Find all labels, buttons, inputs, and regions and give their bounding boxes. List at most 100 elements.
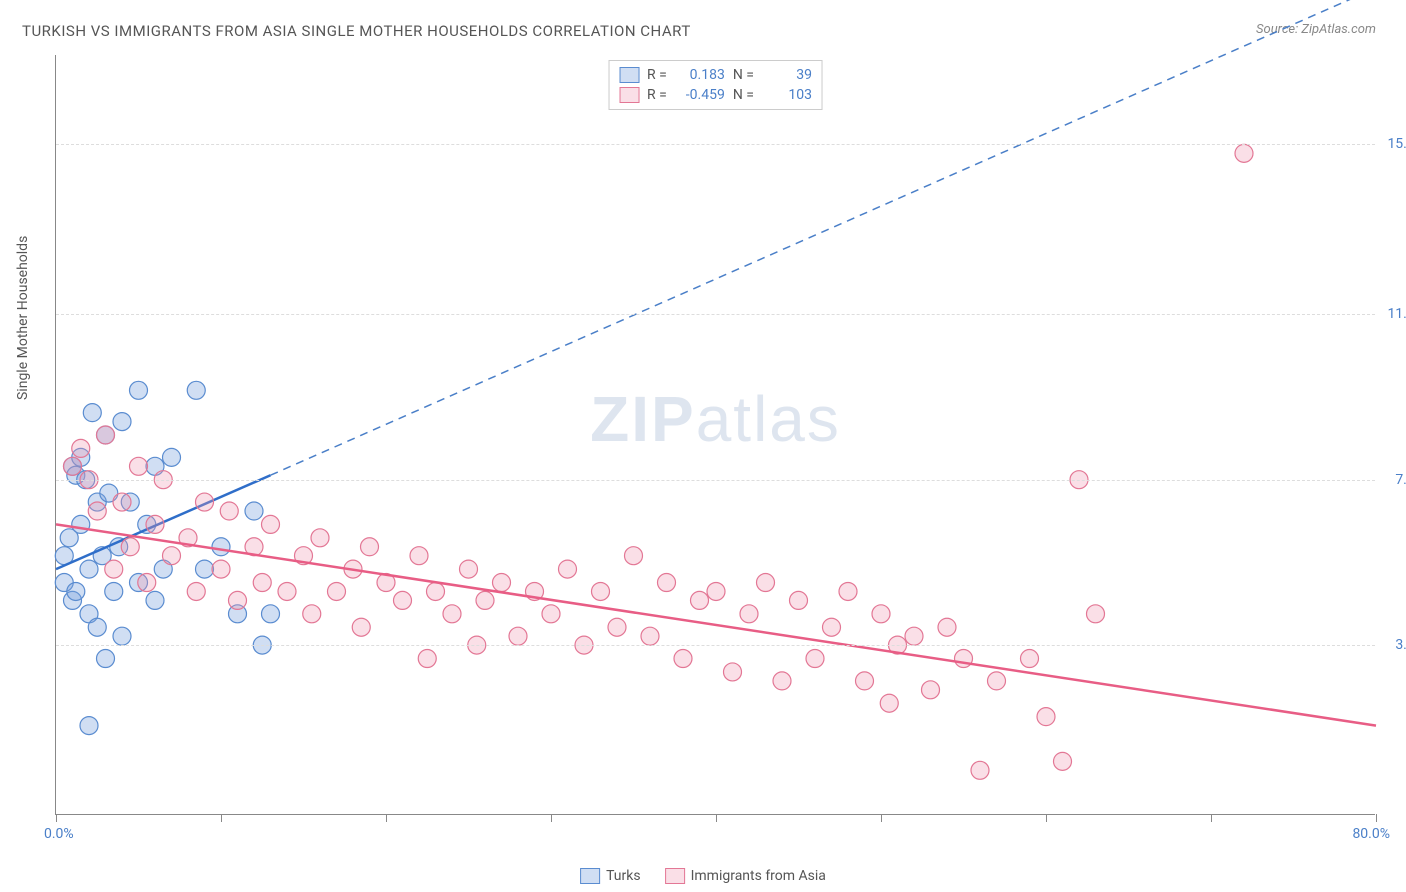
legend-item-asia: Immigrants from Asia: [665, 868, 826, 884]
data-point: [97, 650, 115, 668]
data-point: [64, 457, 82, 475]
data-point: [88, 502, 106, 520]
data-point: [592, 582, 610, 600]
trend-line-extrapolated: [271, 0, 1377, 475]
n-label: N =: [733, 87, 754, 103]
y-tick-label: 11.2%: [1387, 306, 1406, 322]
data-point: [724, 663, 742, 681]
data-point: [823, 618, 841, 636]
data-point: [67, 582, 85, 600]
data-point: [83, 404, 101, 422]
data-point: [105, 582, 123, 600]
data-point: [707, 582, 725, 600]
x-tick: [221, 814, 222, 822]
data-point: [658, 574, 676, 592]
x-tick: [1211, 814, 1212, 822]
x-tick: [56, 814, 57, 822]
data-point: [872, 605, 890, 623]
legend-label-asia: Immigrants from Asia: [691, 868, 826, 884]
chart-title: TURKISH VS IMMIGRANTS FROM ASIA SINGLE M…: [22, 22, 691, 40]
legend-row-turks: R = 0.183 N = 39: [619, 65, 812, 85]
data-point: [542, 605, 560, 623]
data-point: [262, 605, 280, 623]
data-point: [608, 618, 626, 636]
gridline: [56, 480, 1375, 481]
legend-item-turks: Turks: [580, 868, 641, 884]
gridline: [56, 645, 1375, 646]
data-point: [303, 605, 321, 623]
data-point: [262, 515, 280, 533]
data-point: [988, 672, 1006, 690]
data-point: [196, 493, 214, 511]
data-point: [278, 582, 296, 600]
x-axis-max-label: 80.0%: [1352, 826, 1390, 842]
data-point: [839, 582, 857, 600]
data-point: [625, 547, 643, 565]
data-point: [72, 515, 90, 533]
data-point: [460, 560, 478, 578]
data-point: [1087, 605, 1105, 623]
data-point: [229, 591, 247, 609]
chart-plot-area: R = 0.183 N = 39 R = -0.459 N = 103 ZIPa…: [55, 55, 1375, 815]
trend-line: [56, 524, 1376, 725]
x-tick: [1046, 814, 1047, 822]
data-point: [740, 605, 758, 623]
n-value-asia: 103: [762, 87, 812, 103]
gridline: [56, 314, 1375, 315]
data-point: [72, 439, 90, 457]
data-point: [146, 515, 164, 533]
data-point: [856, 672, 874, 690]
data-point: [427, 582, 445, 600]
data-point: [253, 574, 271, 592]
data-point: [922, 681, 940, 699]
data-point: [773, 672, 791, 690]
data-point: [187, 381, 205, 399]
y-tick-label: 15.0%: [1387, 136, 1406, 152]
x-tick: [716, 814, 717, 822]
data-point: [361, 538, 379, 556]
r-value-turks: 0.183: [675, 67, 725, 83]
data-point: [328, 582, 346, 600]
data-point: [1021, 650, 1039, 668]
series-legend: Turks Immigrants from Asia: [580, 868, 826, 884]
data-point: [130, 457, 148, 475]
data-point: [196, 560, 214, 578]
r-label: R =: [647, 67, 667, 83]
data-point: [1235, 144, 1253, 162]
x-tick: [1376, 814, 1377, 822]
data-point: [674, 650, 692, 668]
data-point: [212, 538, 230, 556]
data-point: [97, 426, 115, 444]
data-point: [220, 502, 238, 520]
data-point: [105, 560, 123, 578]
y-axis-label: Single Mother Households: [15, 236, 31, 400]
source-attribution: Source: ZipAtlas.com: [1256, 22, 1376, 37]
data-point: [80, 560, 98, 578]
legend-label-turks: Turks: [606, 868, 641, 884]
y-tick-label: 7.5%: [1395, 472, 1406, 488]
data-point: [641, 627, 659, 645]
legend-swatch-asia-bottom: [665, 868, 685, 884]
x-axis-min-label: 0.0%: [44, 826, 74, 842]
data-point: [130, 381, 148, 399]
data-point: [757, 574, 775, 592]
legend-row-asia: R = -0.459 N = 103: [619, 85, 812, 105]
data-point: [880, 694, 898, 712]
x-tick: [881, 814, 882, 822]
data-point: [212, 560, 230, 578]
data-point: [905, 627, 923, 645]
data-point: [1054, 752, 1072, 770]
x-tick: [386, 814, 387, 822]
correlation-legend: R = 0.183 N = 39 R = -0.459 N = 103: [608, 60, 823, 110]
data-point: [311, 529, 329, 547]
legend-swatch-turks: [619, 67, 639, 83]
data-point: [187, 582, 205, 600]
data-point: [443, 605, 461, 623]
data-point: [806, 650, 824, 668]
data-point: [559, 560, 577, 578]
gridline: [56, 144, 1375, 145]
data-point: [493, 574, 511, 592]
data-point: [509, 627, 527, 645]
x-tick: [551, 814, 552, 822]
data-point: [394, 591, 412, 609]
